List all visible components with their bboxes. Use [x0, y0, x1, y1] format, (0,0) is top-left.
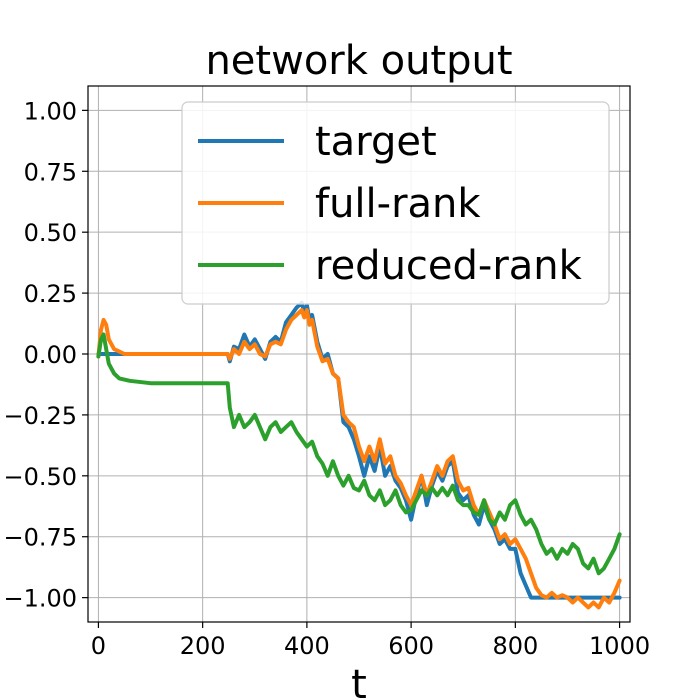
x-axis-ticks: 0 200 400 600 800 1000 [91, 622, 650, 660]
y-tick-label: −0.75 [3, 524, 77, 552]
y-tick-label: 0.50 [24, 219, 77, 247]
legend-label-full-rank: full-rank [315, 181, 481, 227]
legend-box [181, 101, 610, 305]
x-tick-label: 200 [180, 632, 226, 660]
legend-label-target: target [315, 119, 437, 165]
y-tick-label: 0.75 [24, 158, 77, 186]
legend: target full-rank reduced-rank [181, 101, 610, 305]
x-axis-label: t [351, 662, 367, 700]
x-tick-label: 400 [284, 632, 330, 660]
x-tick-label: 600 [388, 632, 434, 660]
y-tick-label: −0.50 [3, 463, 77, 491]
y-axis-ticks: 1.00 0.75 0.50 0.25 0.00 −0.25 −0.50 −0.75 −1.00 [3, 97, 88, 613]
chart-title: network output [205, 38, 512, 84]
series-line-full-rank [96, 308, 622, 610]
y-tick-label: 1.00 [24, 97, 77, 125]
y-tick-label: −0.25 [3, 402, 77, 430]
y-tick-label: 0.25 [24, 280, 77, 308]
y-tick-label: −1.00 [3, 585, 77, 613]
series-line-reduced-rank [96, 332, 622, 576]
series-lines [96, 300, 622, 610]
x-tick-label: 800 [492, 632, 538, 660]
x-tick-label: 1000 [589, 632, 650, 660]
legend-label-reduced-rank: reduced-rank [315, 243, 583, 289]
x-tick-label: 0 [91, 632, 106, 660]
y-tick-label: 0.00 [24, 341, 77, 369]
